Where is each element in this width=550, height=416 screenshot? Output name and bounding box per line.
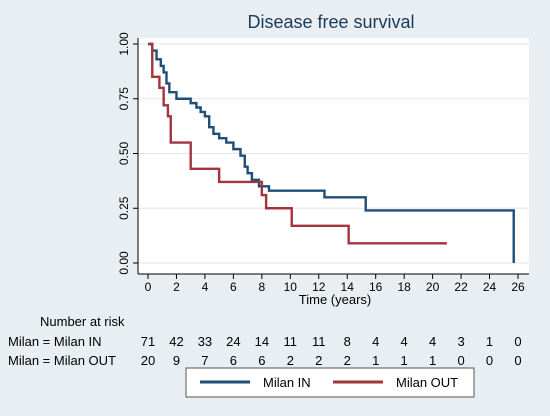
risk-value-0-12: 1 (486, 334, 493, 349)
x-tick-label-6: 12 (312, 280, 326, 294)
x-tick-label-3: 6 (230, 280, 237, 294)
risk-value-1-0: 20 (141, 353, 155, 368)
risk-value-0-6: 11 (312, 334, 326, 349)
risk-value-1-2: 7 (201, 353, 208, 368)
risk-value-1-1: 9 (173, 353, 180, 368)
risk-value-0-1: 42 (169, 334, 183, 349)
x-axis-title: Time (years) (299, 292, 371, 307)
risk-value-0-7: 8 (344, 334, 351, 349)
risk-value-0-9: 4 (401, 334, 408, 349)
legend: Milan IN Milan OUT (185, 367, 475, 398)
x-tick-label-5: 10 (284, 280, 298, 294)
risk-value-0-3: 24 (226, 334, 240, 349)
legend-label-milan-in: Milan IN (263, 375, 311, 390)
risk-value-0-2: 33 (198, 334, 212, 349)
x-tick-label-0: 0 (145, 280, 152, 294)
risk-value-1-8: 1 (372, 353, 379, 368)
y-tick-label-2: 0.50 (117, 141, 131, 165)
x-tick-label-1: 2 (173, 280, 180, 294)
risk-value-1-6: 2 (315, 353, 322, 368)
x-tick-label-11: 22 (454, 280, 468, 294)
risk-value-1-4: 6 (258, 353, 265, 368)
x-tick-label-10: 20 (426, 280, 440, 294)
legend-label-milan-out: Milan OUT (396, 375, 458, 390)
risk-value-1-5: 2 (287, 353, 294, 368)
risk-value-0-5: 11 (284, 334, 298, 349)
risk-value-0-4: 14 (255, 334, 269, 349)
risk-value-1-3: 6 (230, 353, 237, 368)
risk-value-0-11: 3 (457, 334, 464, 349)
x-tick-label-8: 16 (369, 280, 383, 294)
y-tick-label-0: 0.00 (117, 251, 131, 275)
series-lines (148, 42, 515, 263)
y-tick-label-4: 1.00 (117, 32, 131, 56)
risk-value-0-0: 71 (141, 334, 155, 349)
x-tick-label-12: 24 (483, 280, 497, 294)
risk-row-label-0: Milan = Milan IN (8, 334, 102, 349)
x-tick-label-7: 14 (341, 280, 355, 294)
risk-table-header: Number at risk (40, 314, 125, 329)
risk-value-0-13: 0 (514, 334, 521, 349)
plot-area (138, 38, 529, 274)
series-line-milan-in (148, 42, 515, 263)
risk-table: Milan = Milan IN 71 42 33 24 14 11 11 8 4 4 4 3 1 0Mil… (8, 334, 522, 368)
risk-row-label-1: Milan = Milan OUT (8, 353, 116, 368)
risk-value-1-12: 0 (486, 353, 493, 368)
x-tick-label-4: 8 (259, 280, 266, 294)
x-tick-label-13: 26 (511, 280, 525, 294)
y-tick-label-3: 0.75 (117, 87, 131, 111)
risk-value-1-13: 0 (514, 353, 521, 368)
risk-value-0-10: 4 (429, 334, 436, 349)
risk-value-1-7: 2 (344, 353, 351, 368)
chart-title: Disease free survival (247, 12, 414, 32)
y-tick-label-1: 0.25 (117, 196, 131, 220)
series-line-milan-out (148, 42, 447, 245)
risk-value-1-11: 0 (457, 353, 464, 368)
risk-value-1-10: 1 (429, 353, 436, 368)
risk-value-0-8: 4 (372, 334, 379, 349)
risk-value-1-9: 1 (401, 353, 408, 368)
x-tick-label-9: 18 (397, 280, 411, 294)
x-axis: 0 2 4 6 8 10 12 14 16 18 20 22 24 26 (138, 273, 529, 294)
y-axis: 0.00 0.25 0.50 0.75 1.00 (117, 32, 139, 275)
grid-lines (138, 43, 529, 264)
x-tick-label-2: 4 (202, 280, 209, 294)
